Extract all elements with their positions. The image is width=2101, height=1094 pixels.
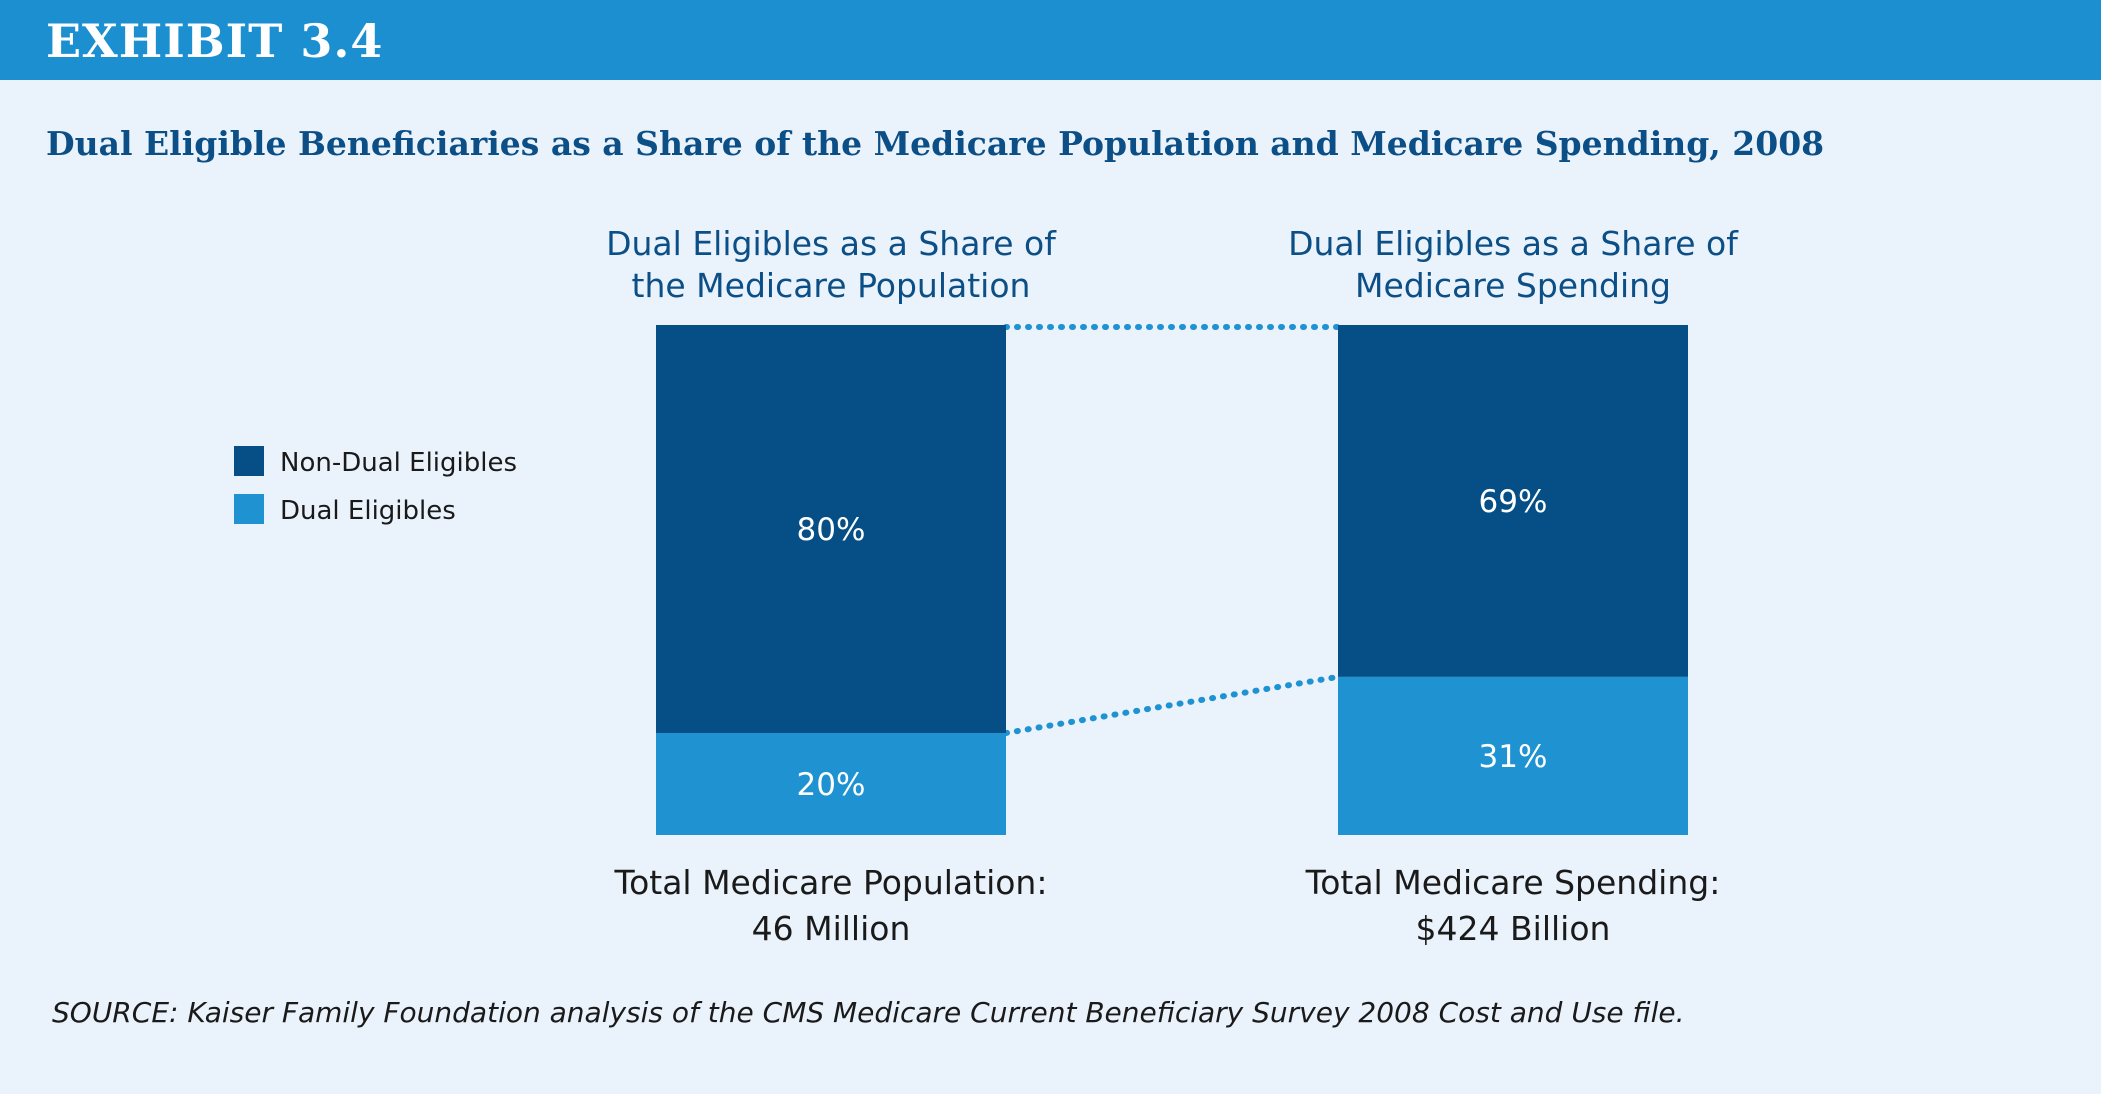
legend-label-2: Dual Eligibles (280, 496, 456, 526)
bar-dual-1 (656, 733, 1006, 835)
label-dual-2: 31% (1479, 739, 1548, 775)
label-dual-1: 20% (797, 767, 866, 803)
total-label-1-line-1: Total Medicare Population: (614, 863, 1048, 902)
exhibit-banner: EXHIBIT 3.4 (0, 0, 2101, 80)
bar-dual-2 (1338, 676, 1688, 835)
bar-non-dual-2 (1338, 325, 1688, 677)
total-label-2-line-2: $424 Billion (1416, 909, 1611, 948)
bar-non-dual-1 (656, 325, 1006, 733)
total-label-1-line-2: 46 Million (752, 909, 911, 948)
legend-swatch-2 (234, 494, 264, 524)
panel-title-1-line-1: Dual Eligibles as a Share of (606, 224, 1057, 263)
chart-legend: Non-Dual Eligibles Dual Eligibles (234, 446, 517, 526)
connector-lines (1003, 324, 1341, 736)
panel-title-1-line-2: the Medicare Population (632, 266, 1031, 305)
total-label-2-line-1: Total Medicare Spending: (1305, 863, 1721, 902)
bars-group (656, 325, 1688, 835)
label-non-dual-1: 80% (797, 512, 866, 548)
source-note: SOURCE: Kaiser Family Foundation analysi… (52, 996, 1685, 1029)
legend-label-1: Non-Dual Eligibles (280, 448, 517, 478)
exhibit-label: EXHIBIT 3.4 (46, 14, 384, 68)
label-non-dual-2: 69% (1479, 484, 1548, 520)
legend-swatch-1 (234, 446, 264, 476)
chart-title: Dual Eligible Beneficiaries as a Share o… (46, 124, 1825, 163)
panel-title-2-line-1: Dual Eligibles as a Share of (1288, 224, 1739, 263)
connector-boundary-line (1003, 673, 1341, 736)
totals-group: Total Medicare Population: 46 Million Tota… (614, 863, 1721, 948)
panel-title-2-line-2: Medicare Spending (1355, 266, 1671, 305)
bar-labels-group: 80% 20% 69% 31% (797, 484, 1548, 803)
